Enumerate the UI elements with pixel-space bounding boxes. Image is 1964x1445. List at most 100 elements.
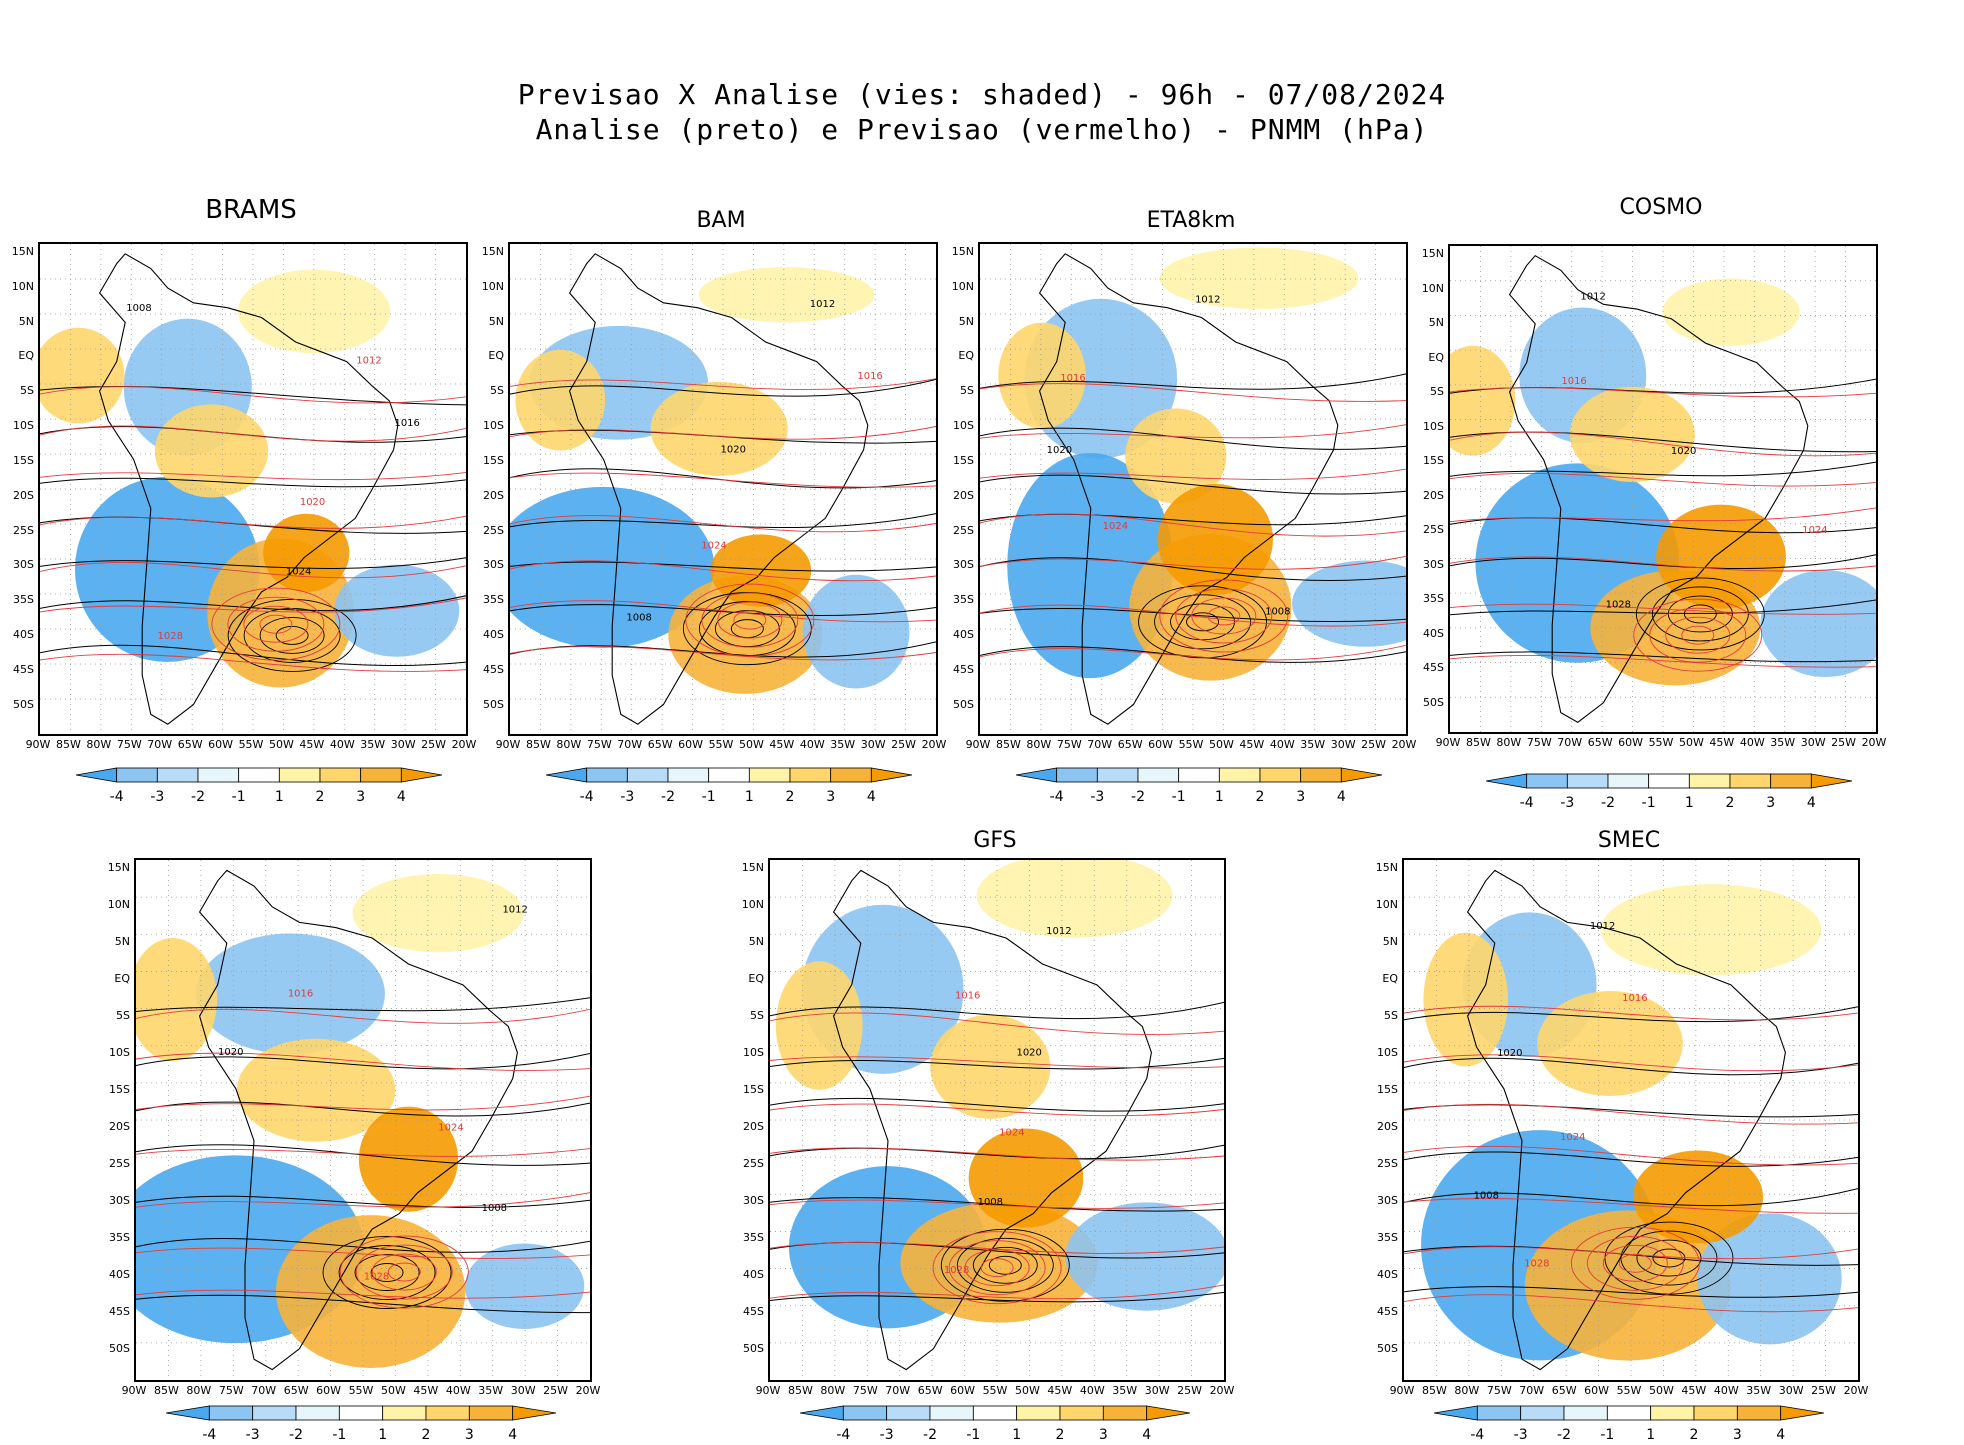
longitude-label: 50W: [380, 1384, 406, 1397]
colorbar-label: 4: [1142, 1427, 1152, 1443]
latitude-label: 10S: [1423, 419, 1444, 433]
longitude-label: 65W: [1587, 736, 1613, 749]
longitude-label: 70W: [147, 738, 173, 751]
forecast-isobar: [1602, 1244, 1668, 1282]
forecast-isobar: [1450, 654, 1876, 668]
latitude-label: 15S: [483, 453, 504, 467]
analysis-isobar: [770, 1001, 1224, 1020]
colorbar-swatch: [1096, 767, 1139, 783]
forecast-isobar: [510, 646, 936, 661]
colorbar: -4 -3 -2 -1 1 2 3 4: [1015, 767, 1383, 807]
latitude-label: 35S: [109, 1231, 130, 1245]
colorbar-swatch: [1688, 773, 1731, 789]
panel-title: SMEC: [1597, 828, 1661, 853]
forecast-isobar: [40, 597, 466, 613]
bias-shading-region: [775, 961, 863, 1090]
coastline: [98, 253, 399, 725]
analysis-isobar: [1404, 1188, 1858, 1207]
analysis-isobar: [770, 1291, 1224, 1303]
longitude-label: 75W: [1056, 738, 1082, 751]
longitude-label: 80W: [1454, 1384, 1480, 1397]
coastline: [198, 869, 518, 1371]
longitude-label: 45W: [413, 1384, 439, 1397]
colorbar-labels: -4 -3 -2 -1 1 2 3 4: [1486, 795, 1852, 811]
latitude-label: 15S: [109, 1083, 130, 1097]
colorbar-labels: -4 -3 -2 -1 1 2 3 4: [166, 1427, 556, 1443]
forecast-isobar: [1404, 1198, 1858, 1214]
latitude-label: 20S: [1377, 1120, 1398, 1134]
colorbar-swatch: [667, 767, 710, 783]
latitude-label: EQ: [114, 972, 130, 986]
contour-label: 1028: [1524, 1259, 1549, 1270]
longitude-label: 60W: [316, 1384, 341, 1397]
longitude-label: 35W: [360, 738, 386, 751]
colorbar-label: -2: [923, 1427, 937, 1443]
longitude-label: 50W: [1678, 736, 1704, 749]
analysis-isobar: [322, 1236, 452, 1309]
forecast-isobar: [701, 592, 799, 648]
analysis-isobar: [510, 604, 936, 616]
longitude-label: 65W: [647, 738, 673, 751]
latitude-label: 45S: [743, 1305, 764, 1319]
longitude-label: 85W: [995, 738, 1021, 751]
longitude-label: 50W: [738, 738, 764, 751]
map-frame: 1008 1012 1016 1020 1024 1028: [38, 242, 468, 736]
latitude-label: EQ: [488, 349, 504, 363]
bias-shading-region: [1662, 278, 1800, 346]
colorbar-swatch: [1218, 767, 1261, 783]
longitude-label: 70W: [617, 738, 643, 751]
colorbar-swatch: [156, 767, 199, 783]
contour-label: 1028: [944, 1265, 969, 1276]
forecast-isobar: [1618, 1253, 1652, 1273]
colorbar-label: 3: [356, 789, 366, 805]
latitude-label: 10N: [481, 279, 504, 293]
latitude-label: 25S: [743, 1157, 764, 1171]
longitude-label: 20W: [451, 738, 477, 751]
analysis-isobar: [980, 474, 1406, 495]
colorbar-label: -2: [1557, 1427, 1571, 1443]
forecast-isobar: [40, 653, 466, 672]
contour-label: 1008: [626, 613, 651, 624]
analysis-isobar: [682, 592, 812, 666]
longitude-label: 50W: [268, 738, 294, 751]
forecast-isobar: [770, 1147, 1224, 1161]
longitude-label: 25W: [543, 1384, 568, 1397]
forecast-isobar: [136, 1095, 590, 1111]
colorbar-label: 4: [396, 789, 406, 805]
forecast-isobar: [770, 1284, 1224, 1300]
colorbar: -4 -3 -2 -1 1 2 3 4: [545, 767, 913, 807]
latitude-label: 35S: [483, 593, 504, 607]
longitude-label: 20W: [1861, 736, 1887, 749]
longitude-label: 20W: [575, 1384, 601, 1397]
colorbar-swatch: [1606, 1405, 1652, 1421]
latitude-label: 5S: [1430, 385, 1444, 399]
analysis-isobar: [338, 1245, 436, 1300]
colorbar-label: 3: [1766, 795, 1776, 811]
colorbar-swatch: [238, 767, 280, 783]
forecast-isobar: [1450, 507, 1876, 523]
longitude-label: 65W: [1551, 1384, 1577, 1397]
latitude-label: 15S: [1423, 454, 1444, 468]
analysis-isobar: [136, 1294, 590, 1314]
latitude-label: 25S: [13, 523, 34, 537]
colorbar-swatch: [208, 1405, 254, 1421]
colorbar-swatch: [1059, 1405, 1104, 1421]
colorbar-swatch: [468, 1405, 514, 1421]
coastline: [568, 253, 869, 725]
latitude-label: 5S: [960, 384, 974, 398]
analysis-isobar: [1186, 612, 1220, 632]
analysis-isobar: [1138, 585, 1268, 659]
longitude-label: 60W: [950, 1384, 975, 1397]
analysis-isobar: [136, 1195, 590, 1208]
analysis-isobar: [770, 1197, 1224, 1212]
longitude-label: 40W: [1269, 738, 1295, 751]
colorbar-swatches: [1433, 1405, 1825, 1421]
forecast-isobar: [1159, 579, 1289, 653]
colorbar-swatch: [1476, 1405, 1522, 1421]
colorbar-label: 3: [1732, 1427, 1742, 1443]
latitude-label: 10N: [11, 279, 34, 293]
analysis-isobar: [1651, 586, 1749, 642]
contour-label: 1020: [1047, 445, 1072, 456]
latitude-label: 40S: [1423, 626, 1444, 640]
latitude-label: 15N: [951, 245, 974, 258]
